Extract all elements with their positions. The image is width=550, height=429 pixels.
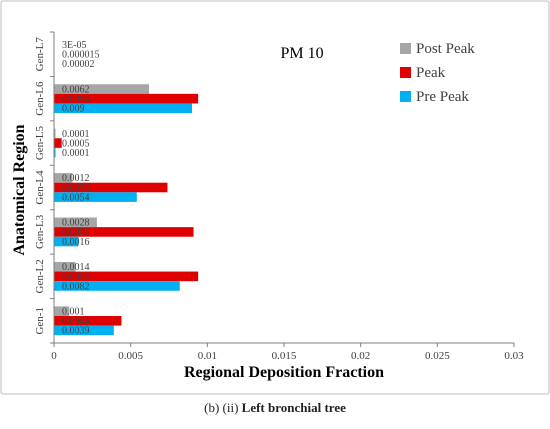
data-label: 3E-05 xyxy=(62,40,86,51)
y-tick-label: Gen-L3 xyxy=(34,214,46,249)
y-ticks-layer: Gen-1 Gen-L2 Gen-L3 Gen-L4 Gen-L5 Gen-L6 Gen-L… xyxy=(34,31,54,344)
bar-pre-peak xyxy=(54,325,114,336)
x-tick-label: 0 xyxy=(51,350,57,362)
x-tick-label: 0.015 xyxy=(272,350,297,362)
bar-pre-peak xyxy=(54,281,180,291)
data-label: 0.0014 xyxy=(62,262,90,273)
data-label: 0.0074 xyxy=(62,183,90,194)
data-label: 0.0016 xyxy=(62,237,90,248)
data-label: 0.0044 xyxy=(62,316,90,327)
data-label: 0.0094 xyxy=(62,94,90,105)
value-labels-layer: 0.0010.00440.00390.00140.00940.00820.002… xyxy=(62,40,100,337)
legend-label: Pre Peak xyxy=(416,89,469,105)
data-label: 0.000015 xyxy=(62,50,100,61)
bar-post-peak xyxy=(54,128,56,139)
data-label: 0.0012 xyxy=(62,173,90,184)
y-tick-label: Gen-L6 xyxy=(34,81,46,116)
bars-layer xyxy=(54,39,199,336)
data-label: 0.0001 xyxy=(62,129,90,140)
bar-peak xyxy=(54,227,194,237)
data-label: 0.0001 xyxy=(62,148,90,159)
x-tick-label: 0.03 xyxy=(504,350,524,362)
figure-caption: (b) (ii) Left bronchial tree xyxy=(0,400,550,416)
bar-pre-peak xyxy=(54,147,56,158)
data-label: 0.0005 xyxy=(62,138,90,149)
data-label: 0.0094 xyxy=(62,272,90,283)
x-axis-label: Regional Deposition Fraction xyxy=(184,364,384,381)
bar-peak xyxy=(54,182,168,193)
y-tick-label: Gen-1 xyxy=(34,307,46,335)
bar-pre-peak xyxy=(54,103,192,114)
data-label: 0.0054 xyxy=(62,192,90,203)
y-tick-label: Gen-L7 xyxy=(34,37,46,72)
bar-post-peak xyxy=(54,217,97,228)
x-ticks-layer: 0 0.005 0.01 0.015 0.02 0.025 0.03 xyxy=(51,343,524,362)
data-label: 0.00002 xyxy=(62,59,95,70)
legend-label: Peak xyxy=(416,65,446,81)
data-label: 0.001 xyxy=(62,306,85,317)
bar-pre-peak xyxy=(54,192,137,202)
caption-prefix: (b) (ii) xyxy=(204,400,242,415)
data-label: 0.0062 xyxy=(62,84,90,95)
caption-bold: Left bronchial tree xyxy=(241,400,346,415)
legend-label: Post Peak xyxy=(416,41,475,57)
x-tick-label: 0.02 xyxy=(351,350,370,362)
x-tick-label: 0.005 xyxy=(118,350,143,362)
bar-post-peak xyxy=(54,306,70,316)
chart-frame: 0.001 0.0044 0.0039 0.0014 0.0094 0.0082 0.002… xyxy=(0,0,550,395)
legend-swatch xyxy=(400,91,411,102)
bar-pre-peak xyxy=(54,236,79,247)
data-label: 0.0039 xyxy=(62,326,90,337)
y-tick-label: Gen-L5 xyxy=(34,125,46,160)
legend: Post Peak Peak Pre Peak xyxy=(400,41,475,105)
x-tick-label: 0.01 xyxy=(198,350,217,362)
bar-peak xyxy=(54,271,199,282)
data-label: 0.0082 xyxy=(62,281,90,292)
legend-swatch xyxy=(400,67,411,78)
legend-swatch xyxy=(400,43,411,54)
y-tick-label: Gen-L2 xyxy=(34,259,46,293)
bar-peak xyxy=(54,315,122,326)
bar-peak xyxy=(54,138,62,148)
data-label: 0.009 xyxy=(62,104,85,115)
y-axis-label: Anatomical Region xyxy=(11,124,28,255)
x-tick-label: 0.025 xyxy=(425,350,450,362)
bar-post-peak xyxy=(54,173,73,183)
bar-post-peak xyxy=(54,84,150,94)
data-label: 0.0091 xyxy=(62,227,90,238)
bar-post-peak xyxy=(54,261,76,272)
data-label: 0.0028 xyxy=(62,218,90,229)
chart-title: PM 10 xyxy=(280,45,323,62)
y-tick-label: Gen-L4 xyxy=(34,170,46,205)
bar-chart: 0.0010.00440.00390.00140.00940.00820.002… xyxy=(0,0,550,395)
bar-peak xyxy=(54,93,199,104)
